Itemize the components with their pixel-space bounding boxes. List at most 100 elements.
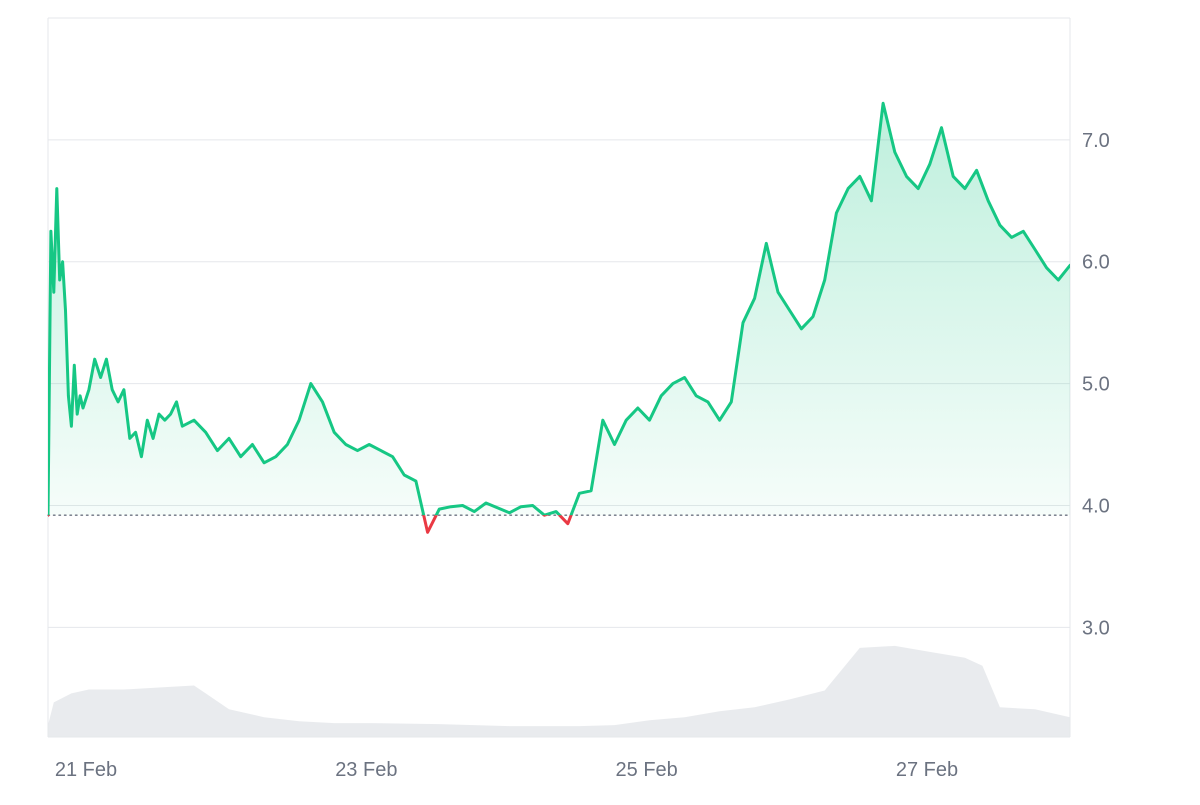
price-point <box>50 230 52 232</box>
price-point <box>333 431 335 433</box>
price-point <box>964 187 966 189</box>
price-point <box>672 382 674 384</box>
price-point <box>485 502 487 504</box>
price-point <box>707 401 709 403</box>
price-point <box>82 407 84 409</box>
price-point <box>263 462 265 464</box>
price-point <box>683 376 685 378</box>
price-point <box>1057 279 1059 281</box>
price-point <box>205 431 207 433</box>
price-point <box>859 175 861 177</box>
price-point <box>117 401 119 403</box>
price-point <box>391 456 393 458</box>
y-tick-label: 6.0 <box>1082 252 1110 274</box>
price-point <box>753 297 755 299</box>
price-point <box>70 425 72 427</box>
price-point <box>532 504 534 506</box>
price-point <box>79 395 81 397</box>
price-point <box>578 492 580 494</box>
price-point <box>1069 264 1071 266</box>
price-point <box>275 456 277 458</box>
price-point <box>625 419 627 421</box>
price-point <box>356 449 358 451</box>
price-point <box>870 200 872 202</box>
price-point <box>47 514 49 516</box>
y-tick-label: 7.0 <box>1082 130 1110 152</box>
price-point <box>216 449 218 451</box>
price-point <box>64 309 66 311</box>
price-point <box>368 443 370 445</box>
price-point <box>497 507 499 509</box>
price-point <box>251 443 253 445</box>
price-point <box>800 328 802 330</box>
y-tick-label: 3.0 <box>1082 617 1110 639</box>
price-point <box>999 224 1001 226</box>
price-point <box>824 279 826 281</box>
price-point <box>380 449 382 451</box>
price-point <box>134 431 136 433</box>
x-tick-label: 25 Feb <box>616 759 678 781</box>
price-point <box>111 389 113 391</box>
price-point <box>61 261 63 263</box>
price-point <box>438 508 440 510</box>
price-point <box>1045 267 1047 269</box>
price-point <box>473 510 475 512</box>
price-point <box>415 480 417 482</box>
price-point <box>543 514 545 516</box>
price-point <box>99 376 101 378</box>
price-point <box>403 474 405 476</box>
price-point <box>987 200 989 202</box>
price-point <box>520 506 522 508</box>
price-point <box>905 175 907 177</box>
price-point <box>847 187 849 189</box>
price-point <box>129 437 131 439</box>
y-tick-label: 5.0 <box>1082 374 1110 396</box>
price-point <box>555 510 557 512</box>
price-point <box>1022 230 1024 232</box>
price-point <box>123 389 125 391</box>
price-point <box>169 413 171 415</box>
price-point <box>105 358 107 360</box>
price-point <box>67 395 69 397</box>
price-point <box>152 437 154 439</box>
price-point <box>730 401 732 403</box>
price-point <box>94 358 96 360</box>
price-point <box>765 242 767 244</box>
price-point <box>53 291 55 293</box>
x-tick-label: 21 Feb <box>55 759 117 781</box>
price-point <box>894 151 896 153</box>
price-point <box>508 512 510 514</box>
price-point <box>228 437 230 439</box>
price-point <box>789 309 791 311</box>
price-point <box>175 401 177 403</box>
price-point <box>590 490 592 492</box>
price-point <box>648 419 650 421</box>
price-area-fill <box>48 103 1070 516</box>
price-point <box>298 419 300 421</box>
price-point <box>613 443 615 445</box>
price-line-above <box>48 101 1070 516</box>
price-point <box>975 169 977 171</box>
volume-area <box>48 645 1070 737</box>
price-point <box>450 506 452 508</box>
price-point <box>882 102 884 104</box>
price-point <box>602 419 604 421</box>
price-point <box>777 291 779 293</box>
price-point <box>146 419 148 421</box>
price-point <box>321 401 323 403</box>
price-point <box>1010 236 1012 238</box>
price-point <box>88 389 90 391</box>
price-point <box>637 407 639 409</box>
price-point <box>76 413 78 415</box>
price-point <box>345 443 347 445</box>
price-point <box>660 395 662 397</box>
y-tick-label: 4.0 <box>1082 495 1110 517</box>
price-point <box>310 382 312 384</box>
price-point <box>164 419 166 421</box>
price-point <box>742 322 744 324</box>
price-point <box>917 187 919 189</box>
price-point <box>940 127 942 129</box>
price-point <box>567 523 569 525</box>
